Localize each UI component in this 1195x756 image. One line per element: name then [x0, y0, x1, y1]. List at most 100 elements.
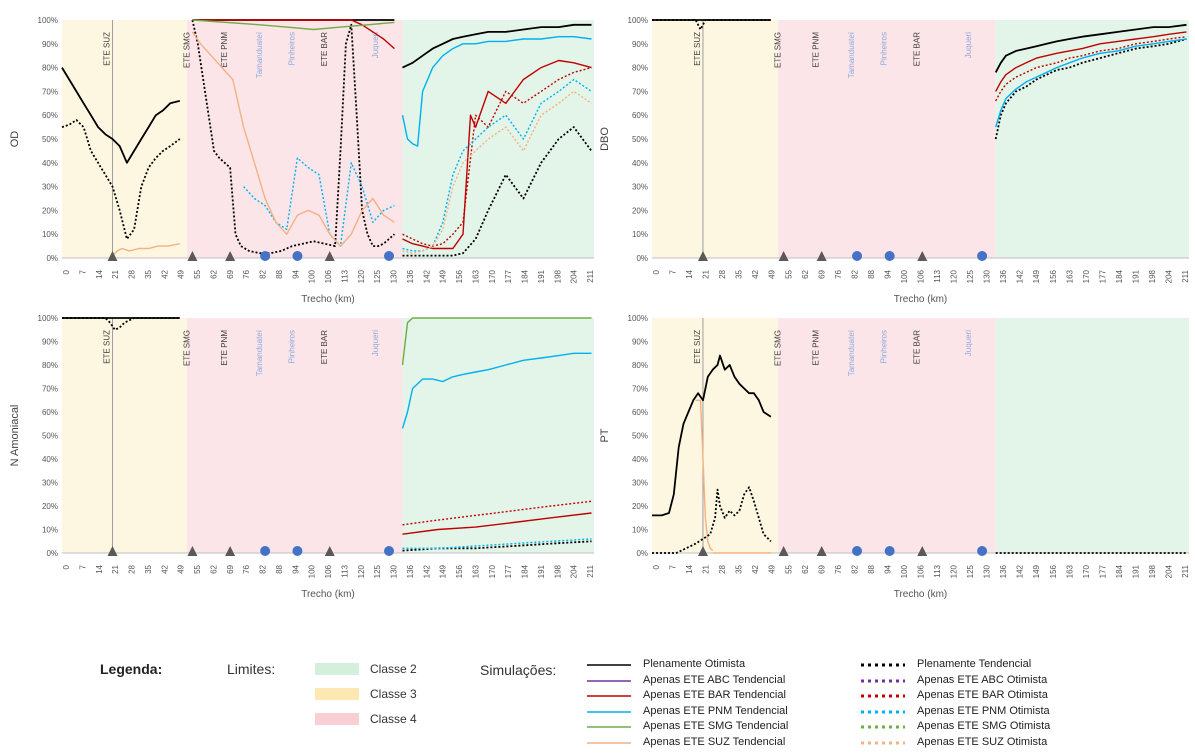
limit-swatch — [315, 663, 359, 675]
y-tick-label: 30% — [42, 479, 58, 488]
limits-title: Limites: — [227, 661, 276, 677]
x-tick-label: 120 — [357, 564, 366, 578]
ete-marker-triangle — [324, 251, 335, 261]
legend-line-sample — [587, 741, 631, 744]
x-tick-label: 42 — [160, 564, 169, 573]
x-tick-label: 21 — [702, 564, 711, 573]
series-line — [402, 538, 592, 549]
y-tick-label: 50% — [632, 135, 648, 144]
legend-title: Legenda: — [100, 661, 163, 677]
x-tick-label: 88 — [275, 564, 284, 573]
x-tick-label: 100 — [900, 564, 909, 578]
legend-line-sample — [587, 679, 631, 682]
x-tick-label: 191 — [1131, 564, 1140, 578]
x-tick-label: 125 — [966, 269, 975, 283]
annotation-label: Tamanduateí — [847, 329, 856, 376]
x-tick-label: 69 — [817, 564, 826, 573]
y-tick-label: 100% — [628, 16, 648, 25]
limit-label: Classe 2 — [370, 662, 417, 676]
x-tick-label: 76 — [242, 269, 251, 278]
x-tick-label: 82 — [850, 269, 859, 278]
x-tick-label: 120 — [950, 269, 959, 283]
y-tick-label: 80% — [42, 361, 58, 370]
limit-label: Classe 3 — [370, 687, 417, 701]
series-line — [112, 243, 180, 257]
y-tick-label: 20% — [632, 502, 648, 511]
series-line — [652, 486, 772, 554]
limit-label: Classe 4 — [370, 712, 417, 726]
x-tick-label: 125 — [373, 269, 382, 283]
series-line — [995, 38, 1187, 128]
tributary-marker-circle — [260, 546, 271, 556]
x-tick-label: 49 — [768, 564, 777, 573]
x-tick-label: 62 — [209, 564, 218, 573]
annotation-label: Tamanduateí — [255, 31, 264, 78]
x-tick-label: 82 — [850, 564, 859, 573]
x-tick-label: 106 — [324, 564, 333, 578]
simulation-label: Apenas ETE SUZ Otimista — [917, 735, 1048, 748]
x-tick-label: 55 — [193, 269, 202, 278]
x-axis-title: Trecho (km) — [894, 294, 948, 305]
x-tick-label: 7 — [669, 269, 678, 274]
ete-marker-triangle — [917, 251, 928, 261]
x-tick-label: 184 — [1115, 564, 1124, 578]
simulation-label: Plenamente Otimista — [643, 658, 746, 670]
x-tick-label: 113 — [340, 564, 349, 577]
band-classe-4 — [187, 318, 403, 553]
x-tick-label: 69 — [226, 564, 235, 573]
annotation-label: ETE SUZ — [102, 32, 111, 66]
y-tick-label: 70% — [42, 385, 58, 394]
x-tick-label: 21 — [702, 269, 711, 278]
simulation-label: Apenas ETE PNM Tendencial — [643, 704, 788, 717]
series-line — [401, 317, 592, 366]
annotation-label: ETE BAR — [912, 330, 921, 364]
y-tick-label: 10% — [632, 230, 648, 239]
x-tick-label: 142 — [422, 269, 431, 283]
x-tick-label: 170 — [1082, 269, 1091, 283]
x-tick-label: 204 — [1164, 269, 1173, 283]
x-tick-label: 177 — [504, 269, 513, 283]
x-tick-label: 7 — [78, 564, 87, 569]
simulation-label: Apenas ETE ABC Tendencial — [643, 673, 786, 686]
x-tick-label: 136 — [999, 564, 1008, 578]
ete-marker-triangle — [816, 251, 827, 261]
legend-line-sample — [587, 726, 631, 728]
simulations-title: Simulações: — [480, 662, 557, 678]
series-line — [401, 352, 592, 429]
y-tick-label: 0% — [636, 549, 648, 558]
annotation-label: ETE SMG — [182, 330, 191, 366]
x-tick-label: 49 — [177, 564, 186, 573]
limit-swatch — [315, 688, 359, 700]
annotation-label: ETE SMG — [182, 32, 191, 68]
x-tick-label: 0 — [652, 564, 661, 569]
band-classe-3 — [62, 20, 188, 258]
band-classe-3 — [652, 20, 779, 258]
band-classe-2 — [402, 20, 594, 258]
chart-panel-1: 0%10%20%30%40%50%60%70%80%90%100%0 7 14 21 2… — [9, 16, 595, 305]
ete-marker-triangle — [917, 546, 928, 556]
x-tick-label: 125 — [373, 564, 382, 578]
x-tick-label: 76 — [834, 269, 843, 278]
ete-marker-triangle — [225, 251, 236, 261]
x-tick-label: 198 — [553, 564, 562, 578]
x-tick-label: 21 — [111, 269, 120, 278]
x-tick-label: 82 — [259, 269, 268, 278]
x-tick-label: 106 — [324, 269, 333, 283]
annotation-label: ETE PNM — [220, 330, 229, 366]
x-tick-label: 198 — [1148, 564, 1157, 578]
y-tick-label: 100% — [38, 314, 58, 323]
ete-marker-triangle — [107, 546, 118, 556]
annotation-label: Tamanduateí — [255, 329, 264, 376]
x-tick-label: 55 — [784, 564, 793, 573]
y-tick-label: 40% — [632, 455, 648, 464]
y-tick-label: 90% — [632, 338, 648, 347]
annotation-label: Juqueri — [964, 32, 973, 58]
x-tick-label: 149 — [1032, 269, 1041, 283]
x-tick-label: 62 — [801, 564, 810, 573]
charts-area: 0%10%20%30%40%50%60%70%80%90%100%0 7 14 21 2… — [9, 16, 1190, 600]
x-tick-label: 7 — [78, 269, 87, 274]
series-line — [995, 31, 1187, 92]
x-tick-label: 191 — [537, 564, 546, 578]
x-tick-label: 142 — [1016, 269, 1025, 283]
x-tick-label: 42 — [160, 269, 169, 278]
